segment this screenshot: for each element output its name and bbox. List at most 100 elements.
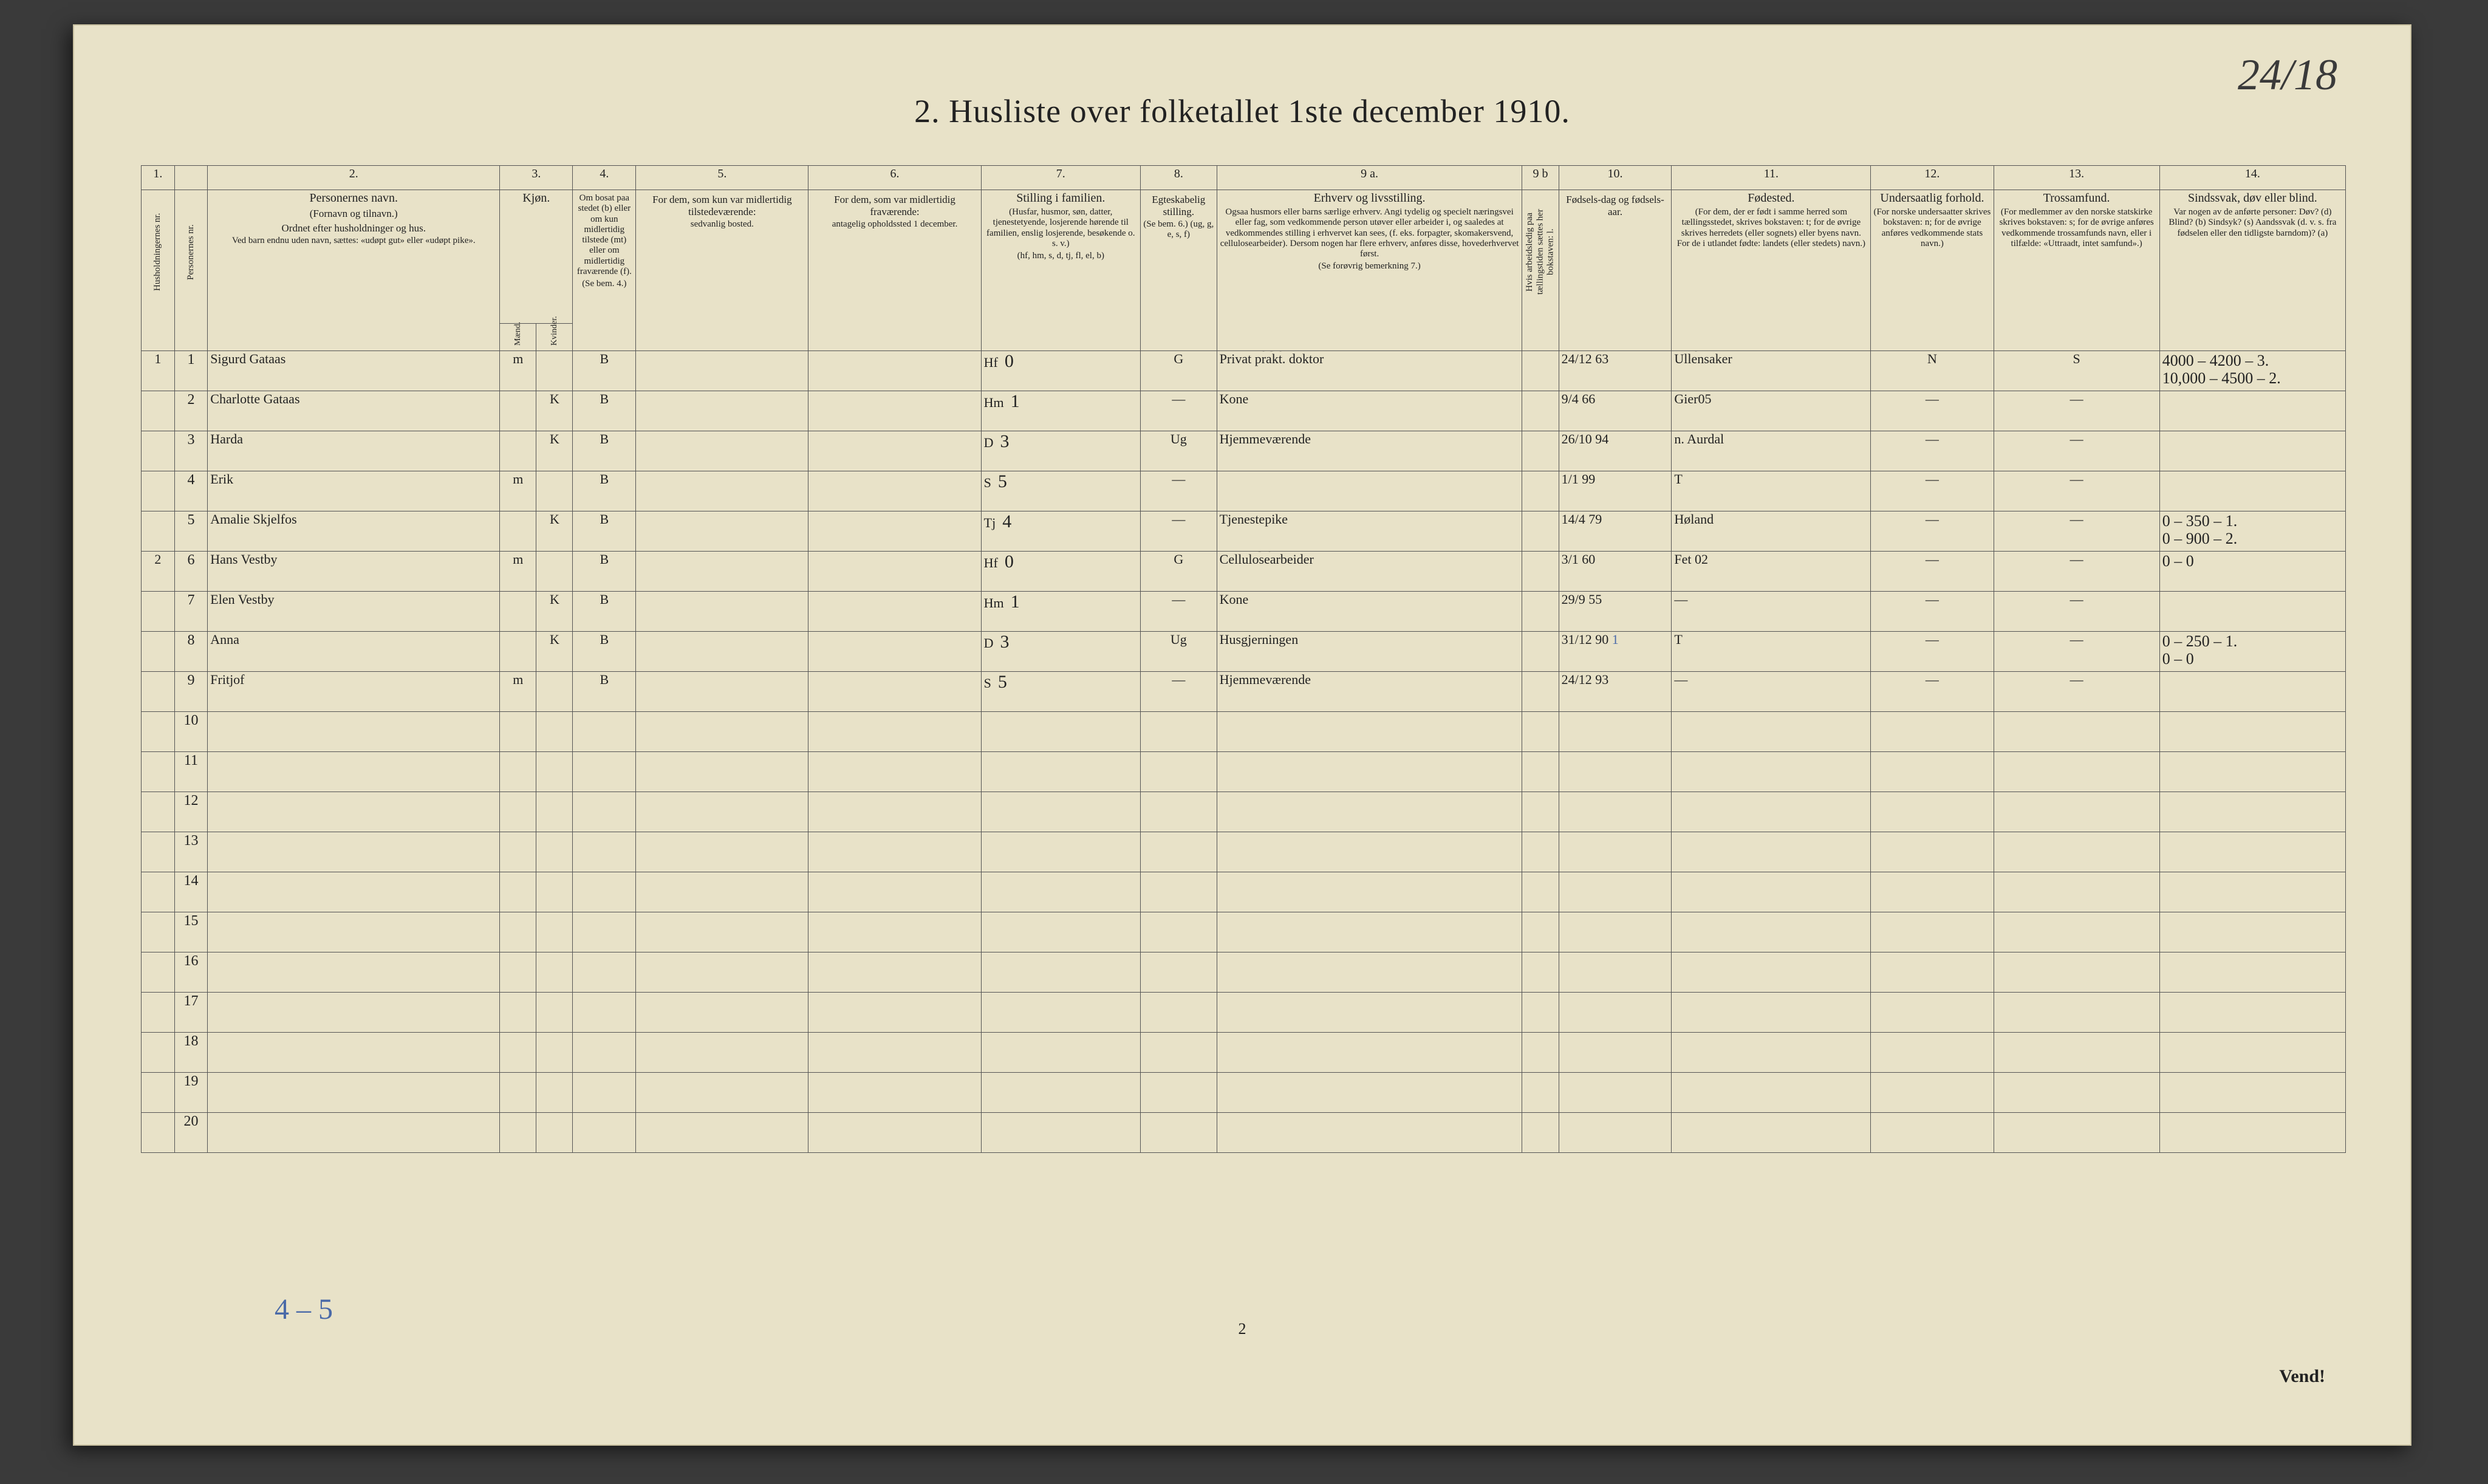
colnum-9b: 9 b	[1522, 166, 1559, 190]
table-cell	[142, 672, 175, 712]
table-cell: —	[1994, 632, 2159, 672]
table-cell	[500, 632, 536, 672]
hdr-10: Fødsels-dag og fødsels-aar.	[1559, 190, 1672, 351]
table-cell: 6	[174, 552, 208, 592]
table-cell	[981, 1033, 1140, 1073]
table-cell: Ug	[1140, 431, 1217, 471]
table-cell	[1522, 1113, 1559, 1153]
table-cell	[636, 1033, 808, 1073]
table-cell: 17	[174, 993, 208, 1033]
table-cell: Hans Vestby	[208, 552, 500, 592]
table-cell: Hm 1	[981, 391, 1140, 431]
table-cell: Elen Vestby	[208, 592, 500, 632]
table-row: 11	[142, 752, 2346, 792]
table-cell: —	[1871, 672, 1994, 712]
table-cell: —	[1994, 471, 2159, 511]
colnum-8: 8.	[1140, 166, 1217, 190]
table-cell	[808, 672, 981, 712]
table-cell	[1994, 993, 2159, 1033]
table-row: 20	[142, 1113, 2346, 1153]
table-cell	[1522, 511, 1559, 552]
colnum-1: 1.	[142, 166, 175, 190]
hdr-1: Husholdningernes nr.	[142, 190, 175, 351]
table-cell	[500, 712, 536, 752]
table-cell	[1522, 471, 1559, 511]
table-cell	[1672, 1113, 1871, 1153]
table-cell: Charlotte Gataas	[208, 391, 500, 431]
table-cell	[808, 832, 981, 872]
table-cell	[636, 552, 808, 592]
table-cell	[1217, 792, 1522, 832]
table-cell	[636, 632, 808, 672]
table-cell	[142, 632, 175, 672]
page-number: 2	[1239, 1320, 1246, 1338]
table-cell: —	[1140, 592, 1217, 632]
table-cell	[2159, 752, 2345, 792]
table-cell	[1140, 752, 1217, 792]
table-cell	[142, 952, 175, 993]
table-row: 2Charlotte GataasKBHm 1—Kone9/4 66Gier05…	[142, 391, 2346, 431]
table-cell	[500, 431, 536, 471]
table-cell	[1559, 712, 1672, 752]
colnum-14: 14.	[2159, 166, 2345, 190]
table-row: 3HardaKBD 3UgHjemmeværende26/10 94n. Aur…	[142, 431, 2346, 471]
top-right-annotation: 24/18	[2238, 50, 2337, 100]
table-cell	[500, 952, 536, 993]
table-cell: Ullensaker02	[1672, 351, 1871, 391]
table-cell: Hf 0	[981, 351, 1140, 391]
table-cell: T	[1672, 471, 1871, 511]
colnum-4: 4.	[573, 166, 636, 190]
table-cell	[208, 1033, 500, 1073]
table-cell: D 3	[981, 632, 1140, 672]
table-cell	[1559, 832, 1672, 872]
table-cell: 9/4 66	[1559, 391, 1672, 431]
table-cell	[1672, 752, 1871, 792]
table-cell	[636, 712, 808, 752]
table-cell	[1672, 1073, 1871, 1113]
table-cell	[1140, 1113, 1217, 1153]
table-cell: Erik	[208, 471, 500, 511]
table-cell	[808, 1073, 981, 1113]
table-cell: Hf 0	[981, 552, 1140, 592]
table-cell	[981, 993, 1140, 1033]
table-cell	[142, 872, 175, 912]
table-cell	[573, 1113, 636, 1153]
table-cell: 14	[174, 872, 208, 912]
hdr-1b: Personernes nr.	[174, 190, 208, 351]
table-cell	[1217, 952, 1522, 993]
table-cell: Hjemmeværende	[1217, 431, 1522, 471]
table-cell	[573, 792, 636, 832]
table-cell	[808, 391, 981, 431]
hdr-5: For dem, som kun var midlertidig tilsted…	[636, 190, 808, 351]
table-cell	[1217, 1033, 1522, 1073]
table-cell	[573, 832, 636, 872]
table-cell	[500, 1033, 536, 1073]
table-container: 1. 2. 3. 4. 5. 6. 7. 8. 9 a. 9 b 10. 11.…	[141, 165, 2346, 1153]
hdr-9a: Erhverv og livsstilling. Ogsaa husmors e…	[1217, 190, 1522, 351]
table-cell	[500, 391, 536, 431]
table-cell	[1140, 832, 1217, 872]
table-cell	[208, 1073, 500, 1113]
table-cell	[208, 752, 500, 792]
table-cell	[808, 792, 981, 832]
table-cell	[536, 672, 573, 712]
table-cell	[573, 712, 636, 752]
table-cell	[981, 952, 1140, 993]
table-cell	[1871, 1033, 1994, 1073]
table-cell: Tjenestepike	[1217, 511, 1522, 552]
table-cell	[573, 1033, 636, 1073]
table-cell	[500, 752, 536, 792]
table-cell	[981, 1073, 1140, 1113]
table-cell	[1994, 1073, 2159, 1113]
table-cell: —	[1140, 471, 1217, 511]
table-row: 19	[142, 1073, 2346, 1113]
table-cell: Fritjof	[208, 672, 500, 712]
table-cell	[573, 1073, 636, 1113]
table-cell	[1871, 1073, 1994, 1113]
table-cell: G	[1140, 552, 1217, 592]
table-cell	[536, 832, 573, 872]
table-cell	[536, 712, 573, 752]
table-cell	[636, 391, 808, 431]
hdr-12: Undersaatlig forhold. (For norske unders…	[1871, 190, 1994, 351]
table-row: 10	[142, 712, 2346, 752]
